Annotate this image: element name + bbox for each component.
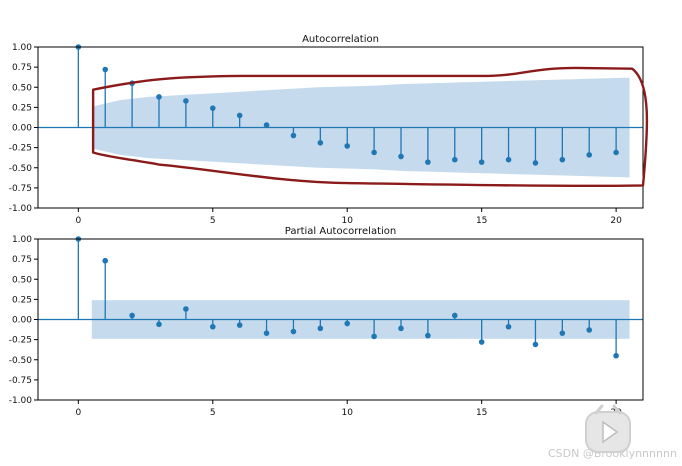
stem-marker-lag-9 <box>317 139 324 146</box>
x-tick-label: 20 <box>610 216 622 226</box>
stem-marker-lag-20 <box>613 352 619 359</box>
csdn-watermark: CSDN @Brooklynnnnnn <box>548 447 677 460</box>
stem-marker-lag-4 <box>183 306 189 312</box>
stem-marker-lag-17 <box>532 160 539 166</box>
stem-marker-lag-6 <box>236 112 243 119</box>
stem-marker-lag-11 <box>371 149 377 156</box>
stem-marker-lag-3 <box>156 321 162 328</box>
x-tick-label: 0 <box>75 408 81 418</box>
stem-marker-lag-10 <box>344 143 351 149</box>
x-tick-label: 10 <box>341 216 353 226</box>
stem-marker-lag-13 <box>425 159 431 165</box>
chart-title: Partial Autocorrelation <box>285 226 396 237</box>
y-tick-label: 0.00 <box>12 124 32 134</box>
stem-marker-lag-3 <box>156 94 162 100</box>
stem-marker-lag-20 <box>613 149 619 156</box>
y-tick-label: -1.00 <box>9 396 33 406</box>
stem-marker-lag-15 <box>478 339 485 345</box>
stem-marker-lag-1 <box>102 66 109 73</box>
y-tick-label: 0.50 <box>12 83 32 93</box>
y-tick-label: 0.75 <box>12 63 32 73</box>
stem-marker-lag-18 <box>559 330 566 336</box>
x-tick-label: 15 <box>476 408 487 418</box>
stem-marker-lag-12 <box>398 325 404 332</box>
stem-marker-lag-7 <box>263 122 270 128</box>
y-tick-label: 0.50 <box>12 275 32 285</box>
stem-marker-lag-5 <box>209 105 216 111</box>
stem-marker-lag-16 <box>505 323 512 330</box>
stem-marker-lag-19 <box>586 152 593 158</box>
stem-marker-lag-5 <box>209 323 216 330</box>
y-tick-label: 1.00 <box>12 43 32 53</box>
stem-marker-lag-2 <box>129 312 135 319</box>
y-tick-label: -0.25 <box>9 144 32 154</box>
stem-marker-lag-19 <box>586 327 593 333</box>
y-tick-label: -0.25 <box>9 336 32 346</box>
y-tick-label: 0.25 <box>12 295 32 305</box>
stem-marker-lag-8 <box>290 132 297 139</box>
stem-marker-lag-4 <box>183 98 189 104</box>
stem-marker-lag-12 <box>398 153 404 160</box>
y-tick-label: -1.00 <box>9 204 33 214</box>
annotation-outline <box>91 66 649 188</box>
stem-marker-lag-17 <box>532 341 539 348</box>
stem-marker-lag-14 <box>451 156 458 163</box>
y-tick-label: 0.25 <box>12 103 32 113</box>
stem-marker-lag-13 <box>425 332 431 339</box>
stem-marker-lag-7 <box>263 330 270 336</box>
y-tick-label: -0.50 <box>9 164 33 174</box>
x-tick-label: 15 <box>476 216 487 226</box>
acf-panel: 1.00 0.75 0.50 0.25 0.00 -0.25 -0.50 -0.75 -1.00… <box>9 34 649 226</box>
stem-marker-lag-8 <box>290 328 297 335</box>
y-tick-label: -0.50 <box>9 356 33 366</box>
x-tick-label: 10 <box>341 408 353 418</box>
stem-marker-lag-1 <box>102 257 109 264</box>
stem-marker-lag-6 <box>236 322 243 328</box>
stem-marker-lag-10 <box>344 320 351 327</box>
stem-marker-lag-11 <box>371 333 377 340</box>
stem-marker-lag-9 <box>317 325 324 332</box>
stem-marker-lag-16 <box>505 156 512 163</box>
chart-title: Autocorrelation <box>302 34 379 45</box>
x-tick-label: 5 <box>210 408 216 418</box>
x-tick-label: 0 <box>75 216 81 226</box>
play-icon[interactable] <box>582 404 634 456</box>
y-tick-label: 0.00 <box>12 316 32 326</box>
stem-marker-lag-18 <box>559 156 566 163</box>
y-tick-label: 0.75 <box>12 255 32 265</box>
y-tick-label: 1.00 <box>12 235 32 245</box>
pacf-panel: 1.00 0.75 0.50 0.25 0.00 -0.25 -0.50 -0.75 -1.00… <box>9 226 644 418</box>
y-tick-label: -0.75 <box>9 184 32 194</box>
x-tick-label: 5 <box>210 216 216 226</box>
stem-marker-lag-15 <box>478 159 485 165</box>
y-tick-label: -0.75 <box>9 376 32 386</box>
stem-marker-lag-14 <box>451 312 458 319</box>
